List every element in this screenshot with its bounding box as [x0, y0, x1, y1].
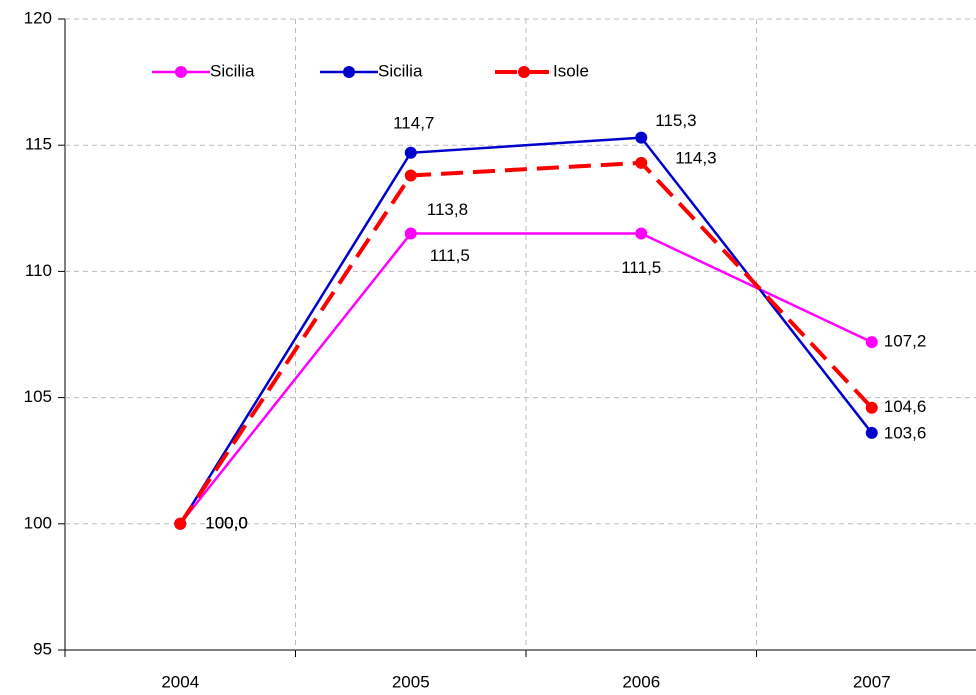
- data-point: [865, 336, 878, 349]
- x-tick-label: 2006: [622, 672, 660, 691]
- y-tick-label: 95: [33, 639, 52, 658]
- data-point: [174, 517, 187, 530]
- data-point: [865, 426, 878, 439]
- data-point: [635, 227, 648, 240]
- y-tick-label: 105: [24, 387, 52, 406]
- legend-label: Isole: [553, 61, 589, 80]
- legend-marker: [175, 66, 187, 78]
- data-label: 111,5: [430, 246, 470, 265]
- data-label: 103,6: [884, 423, 927, 442]
- x-tick-label: 2005: [392, 672, 430, 691]
- data-label: 111,5: [621, 258, 661, 277]
- x-tick-label: 2007: [853, 672, 891, 691]
- legend-label: Sicilia: [378, 61, 423, 80]
- data-point: [635, 156, 648, 169]
- data-label: 100,0: [205, 513, 248, 532]
- x-tick-label: 2004: [161, 672, 199, 691]
- y-tick-label: 110: [25, 261, 52, 280]
- y-tick-label: 100: [24, 513, 52, 532]
- data-label: 113,8: [427, 200, 468, 219]
- data-label: 100,0: [205, 513, 248, 532]
- data-label: 114,7: [393, 113, 434, 132]
- y-tick-label: 115: [25, 135, 52, 154]
- data-label: 114,3: [675, 148, 716, 167]
- series-line: [179, 136, 873, 525]
- data-point: [404, 227, 417, 240]
- data-point: [404, 169, 417, 182]
- data-label: 115,3: [655, 111, 696, 130]
- series-line: [178, 160, 874, 525]
- data-point: [865, 401, 878, 414]
- data-point: [404, 146, 417, 159]
- legend-label: Sicilia: [210, 61, 255, 80]
- legend-marker: [343, 66, 355, 78]
- y-tick-label: 120: [24, 8, 52, 27]
- data-point: [635, 131, 648, 144]
- data-label: 107,2: [884, 332, 927, 351]
- legend-marker: [518, 66, 530, 78]
- data-label: 100,0: [205, 513, 248, 532]
- data-label: 104,6: [884, 397, 927, 416]
